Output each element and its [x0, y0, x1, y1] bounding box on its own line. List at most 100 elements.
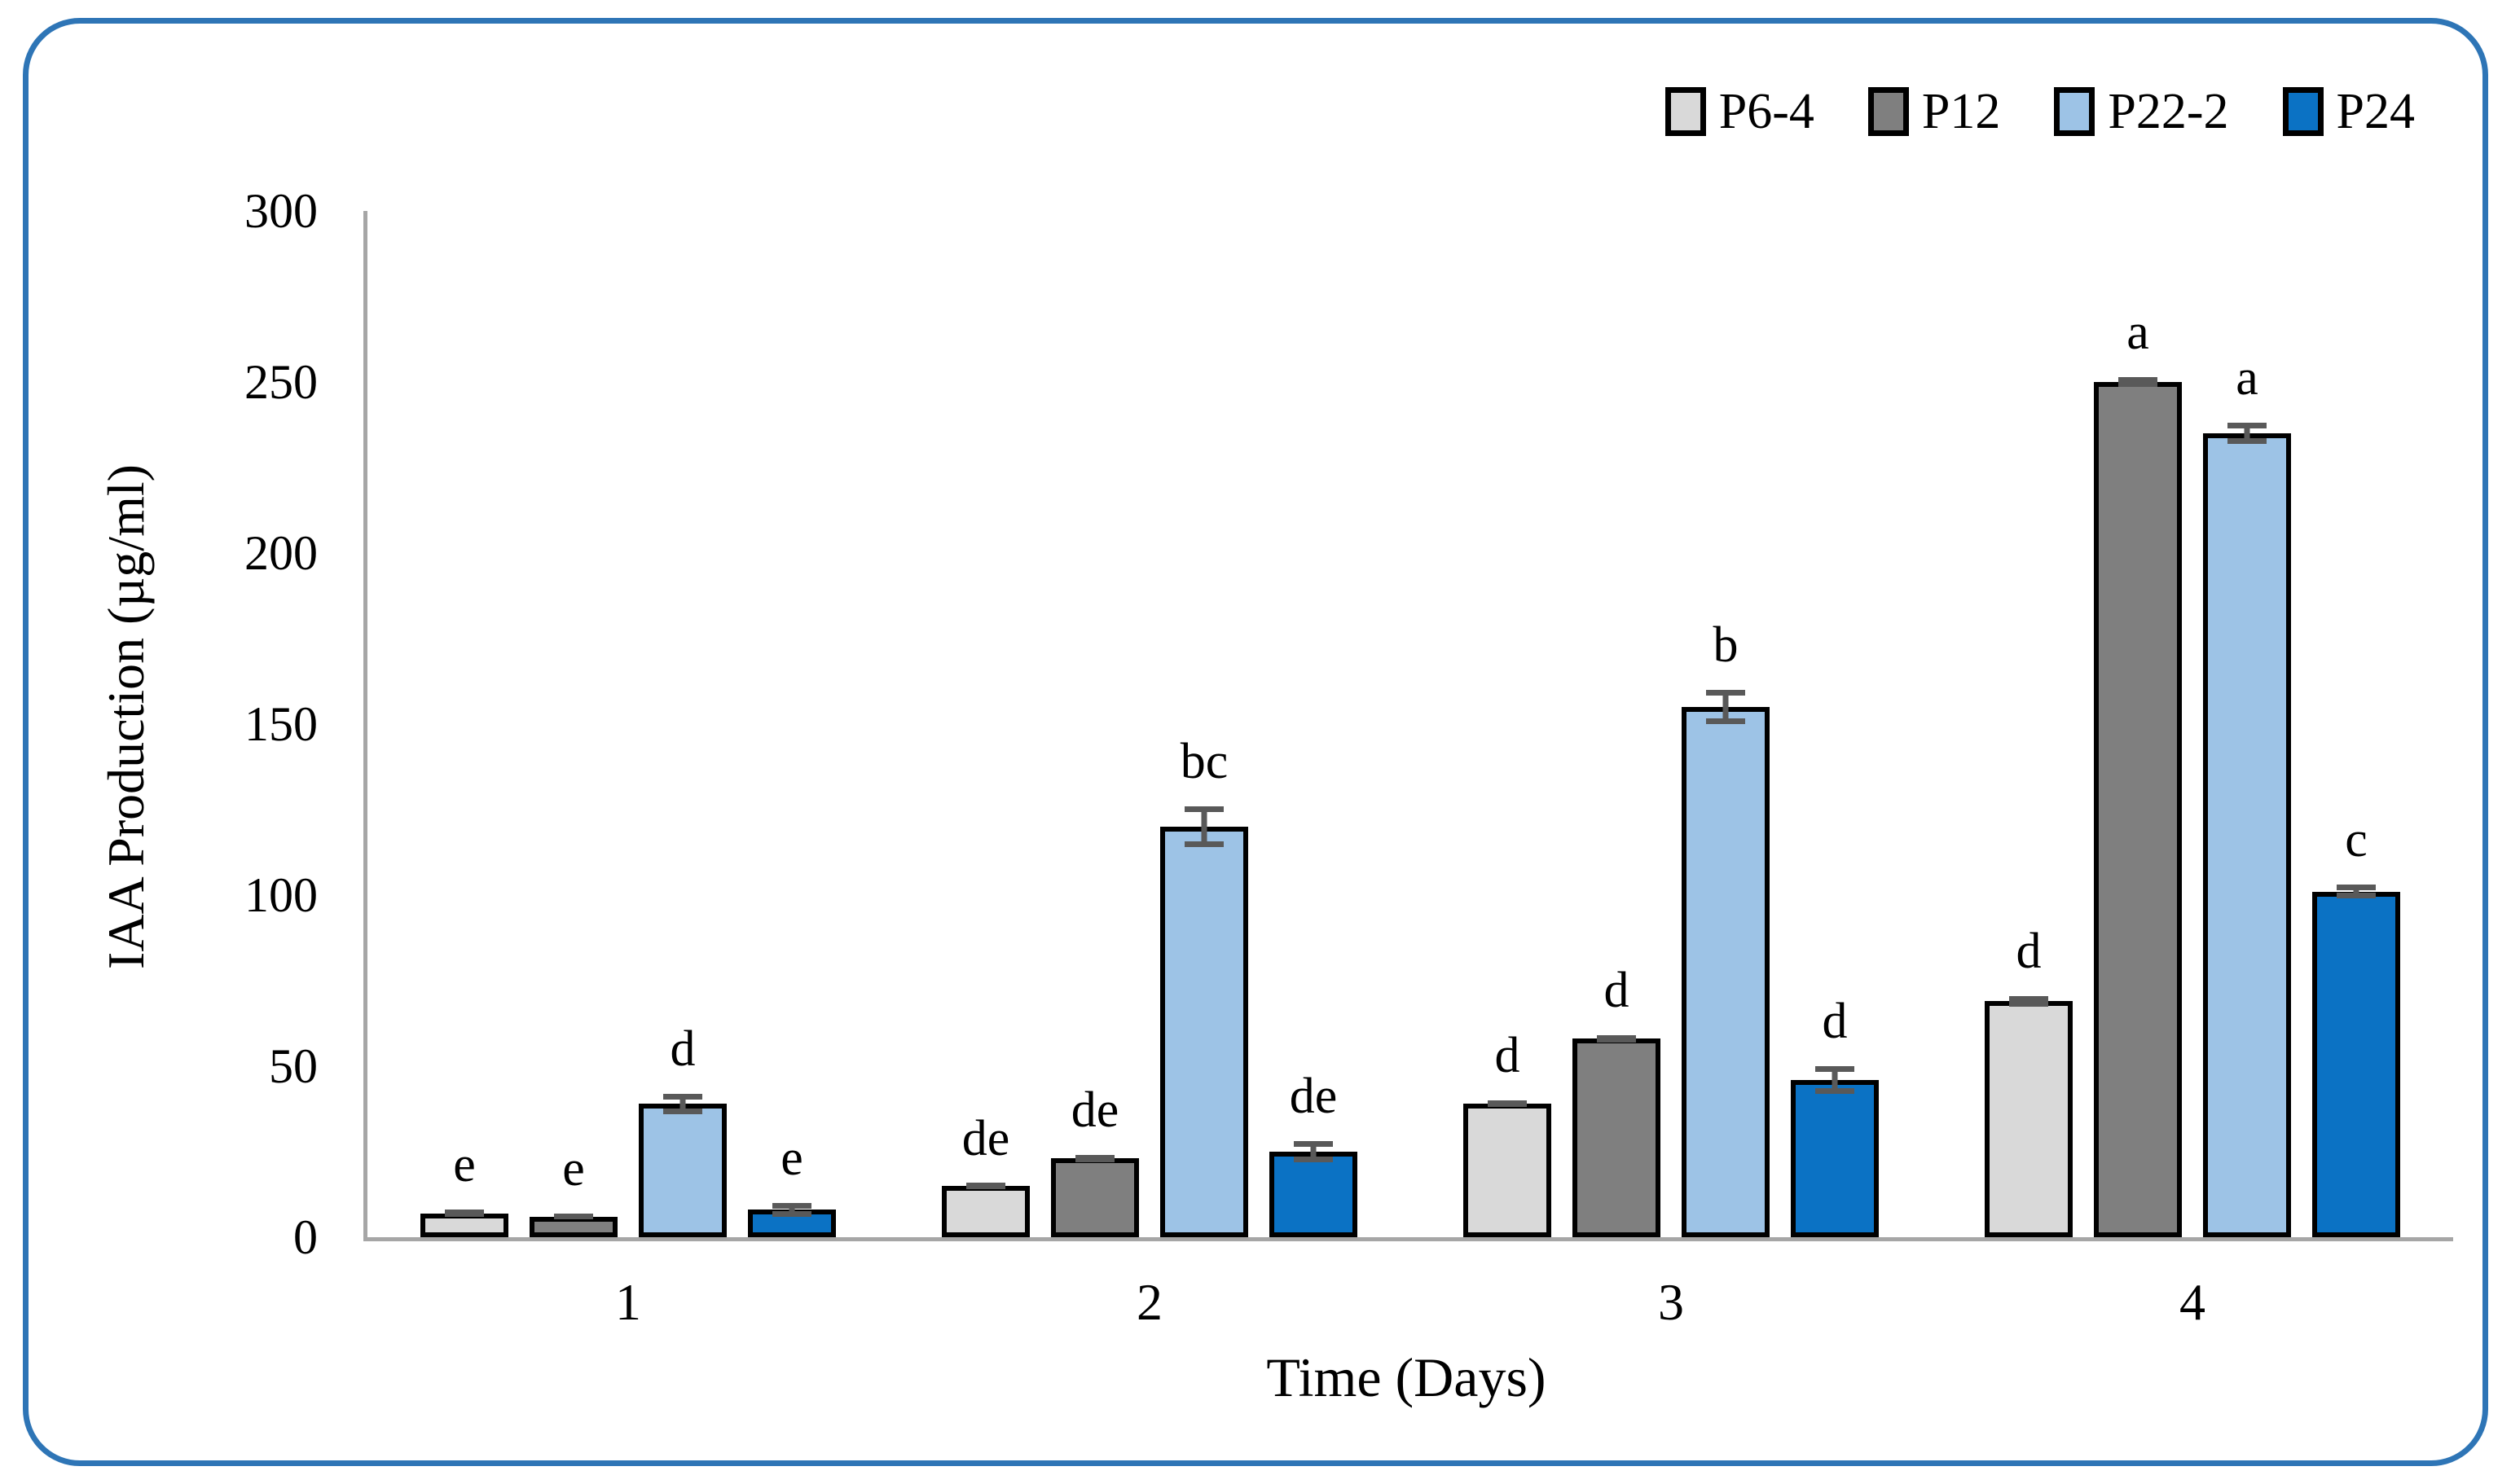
bar-slot-P24-day3: d — [1791, 211, 1879, 1237]
bar-slot-P22-2-day3: b — [1682, 211, 1770, 1237]
bar-P6-4-day1 — [420, 1213, 508, 1237]
bar-slot-P22-2-day1: d — [639, 211, 727, 1237]
legend-item-P6-4: P6-4 — [1664, 84, 1814, 139]
sig-letter: d — [1822, 994, 1848, 1049]
bar-group-day-2: de de bc de — [889, 211, 1410, 1237]
legend-label: P6-4 — [1718, 84, 1814, 139]
error-bar-bottom-cap — [554, 1214, 593, 1220]
error-bar — [1832, 1066, 1838, 1094]
x-tick-label: 3 — [1658, 1273, 1684, 1331]
legend-item-P24: P24 — [2282, 84, 2415, 139]
bar-P24-day4 — [2312, 891, 2400, 1237]
error-bar-top-cap — [1815, 1066, 1854, 1072]
legend-item-P22-2: P22-2 — [2054, 84, 2229, 139]
error-bar-bottom-cap — [966, 1183, 1005, 1189]
sig-letter: e — [781, 1131, 803, 1186]
legend-label: P12 — [1921, 84, 2001, 139]
bar-slot-P12-day4: a — [2094, 211, 2182, 1237]
error-bar-bottom-cap — [1075, 1156, 1115, 1162]
error-bar-top-cap — [1294, 1141, 1333, 1148]
legend-label: P24 — [2336, 84, 2415, 139]
bar-P22-2-day2 — [1160, 827, 1248, 1237]
y-tick-label: 250 — [244, 355, 318, 409]
error-bar-bottom-cap — [1488, 1101, 1527, 1108]
legend-swatch-P22-2 — [2054, 87, 2095, 136]
bar-group-day-4: d a a c — [1932, 211, 2453, 1237]
error-bar-bottom-cap — [2227, 437, 2267, 444]
error-bar-top-cap — [2337, 885, 2376, 891]
error-bar-top-cap — [663, 1093, 702, 1100]
bar-P6-4-day3 — [1463, 1104, 1551, 1237]
error-bar-bottom-cap — [1185, 841, 1224, 848]
x-tick-label: 4 — [2179, 1273, 2205, 1331]
bar-P24-day2 — [1269, 1152, 1357, 1237]
bar-P22-2-day3 — [1682, 707, 1770, 1237]
legend-swatch-P12 — [1867, 87, 1909, 136]
error-bar-top-cap — [2009, 995, 2048, 1002]
sig-letter: e — [562, 1141, 585, 1197]
legend: P6-4 P12 P22-2 P24 — [1664, 84, 2415, 139]
error-bar-top-cap — [772, 1203, 811, 1209]
x-axis-title: Time (Days) — [1266, 1346, 1546, 1408]
error-bar — [1722, 690, 1729, 724]
bar-P22-2-day4 — [2203, 433, 2291, 1237]
sig-letter: d — [1494, 1028, 1520, 1083]
sig-letter: de — [1071, 1082, 1119, 1139]
bar-slot-P24-day4: c — [2312, 211, 2400, 1237]
sig-letter: b — [1713, 617, 1739, 673]
sig-letter: d — [670, 1021, 696, 1077]
error-bar — [679, 1093, 686, 1114]
bar-slot-P6-4-day2: de — [942, 211, 1030, 1237]
bar-slot-P6-4-day4: d — [1985, 211, 2073, 1237]
y-tick-label: 50 — [269, 1039, 318, 1093]
error-bar-bottom-cap — [772, 1210, 811, 1217]
plot-area: e e d e 1 de de bc de 2 d d b d 3 d a a c 4 — [363, 211, 2453, 1328]
error-bar-bottom-cap — [2118, 381, 2157, 388]
x-tick-label: 2 — [1137, 1273, 1163, 1331]
error-bar — [2353, 885, 2359, 899]
error-bar-bottom-cap — [2009, 1000, 2048, 1007]
sig-letter: d — [1603, 963, 1629, 1019]
sig-letter: de — [1289, 1069, 1338, 1125]
error-bar-top-cap — [1185, 806, 1224, 812]
error-bar — [1310, 1141, 1317, 1162]
bar-group-day-1: e e d e — [367, 211, 889, 1237]
sig-letter: e — [453, 1137, 476, 1193]
bar-slot-P22-2-day2: bc — [1160, 211, 1248, 1237]
error-bar — [2244, 423, 2250, 444]
y-tick-label: 300 — [244, 184, 318, 238]
y-tick-label: 0 — [293, 1210, 318, 1264]
bar-P24-day3 — [1791, 1079, 1879, 1237]
error-bar-top-cap — [2118, 376, 2157, 383]
legend-item-P12: P12 — [1867, 84, 2001, 139]
bar-slot-P22-2-day4: a — [2203, 211, 2291, 1237]
error-bar — [789, 1203, 795, 1217]
error-bar-bottom-cap — [1706, 718, 1745, 724]
bar-P12-day3 — [1572, 1038, 1660, 1237]
error-bar-bottom-cap — [2337, 893, 2376, 899]
error-bar — [1201, 806, 1207, 848]
y-tick-label: 100 — [244, 868, 318, 922]
bar-P6-4-day4 — [1985, 1001, 2073, 1237]
bar-P22-2-day1 — [639, 1104, 727, 1237]
error-bar-bottom-cap — [1815, 1087, 1854, 1094]
sig-letter: d — [2016, 923, 2042, 979]
bar-slot-P12-day2: de — [1051, 211, 1139, 1237]
error-bar-top-cap — [2227, 423, 2267, 429]
bar-group-day-3: d d b d — [1410, 211, 1932, 1237]
bar-P12-day4 — [2094, 382, 2182, 1237]
sig-letter: c — [2345, 812, 2368, 868]
y-tick-label: 150 — [244, 697, 318, 751]
bar-slot-P12-day3: d — [1572, 211, 1660, 1237]
bar-P12-day2 — [1051, 1158, 1139, 1237]
error-bar-bottom-cap — [1294, 1156, 1333, 1162]
bar-slot-P24-day2: de — [1269, 211, 1357, 1237]
sig-letter: de — [961, 1110, 1010, 1166]
bar-slot-P6-4-day3: d — [1463, 211, 1551, 1237]
bar-slot-P12-day1: e — [530, 211, 618, 1237]
legend-swatch-P6-4 — [1664, 87, 1706, 136]
legend-label: P22-2 — [2108, 84, 2229, 139]
bar-slot-P24-day1: e — [748, 211, 836, 1237]
bar-slot-P6-4-day1: e — [420, 211, 508, 1237]
